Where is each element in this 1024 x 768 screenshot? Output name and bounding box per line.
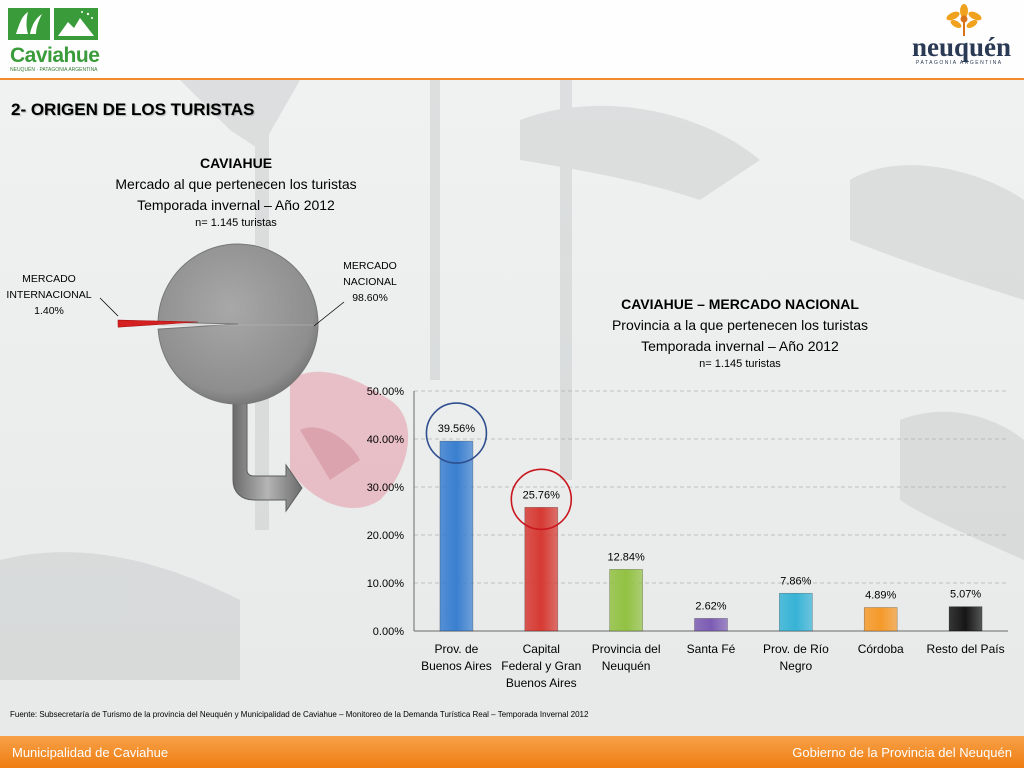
- header-bar: Caviahue NEUQUÉN · PATAGONIA ARGENTINA n…: [0, 0, 1024, 80]
- caviahue-logo-text: Caviahue: [10, 44, 100, 67]
- pie-subtitle-2: Temporada invernal – Año 2012: [137, 197, 335, 213]
- pie-label-international-line2: INTERNACIONAL: [6, 289, 92, 301]
- bar-title-main: CAVIAHUE – MERCADO NACIONAL: [621, 296, 859, 312]
- bar-category-label: Federal y Gran: [501, 659, 581, 673]
- header-divider: [0, 78, 1024, 80]
- bar-value-label: 12.84%: [607, 551, 645, 563]
- caviahue-logo[interactable]: Caviahue NEUQUÉN · PATAGONIA ARGENTINA: [8, 6, 104, 74]
- bar-category-label: Resto del País: [927, 642, 1005, 656]
- bar-6: [948, 606, 983, 632]
- footer-bar: Municipalidad de Caviahue Gobierno de la…: [0, 736, 1024, 768]
- bar-category-label: Buenos Aires: [506, 676, 577, 690]
- bar-category-label: Provincia del: [592, 642, 661, 656]
- bar-4: [779, 592, 813, 632]
- caviahue-logo-subtitle: NEUQUÉN · PATAGONIA ARGENTINA: [10, 67, 98, 73]
- bar-sample-note: n= 1.145 turistas: [699, 358, 781, 370]
- bar-category-label: Santa Fé: [687, 642, 736, 656]
- bar-2: [609, 569, 643, 632]
- bar-ytick-label: 0.00%: [373, 626, 404, 638]
- pie-value-national: 98.60%: [352, 292, 388, 304]
- bar-5: [863, 607, 898, 632]
- bar-ytick-label: 40.00%: [367, 434, 405, 446]
- neuquen-logo[interactable]: neuquén PATAGONIA ARGENTINA: [906, 4, 1022, 76]
- pie-subtitle-1: Mercado al que pertenecen los turistas: [115, 176, 357, 192]
- bar-category-label: Córdoba: [858, 642, 904, 656]
- bar-highlight-circle: [510, 468, 573, 531]
- bar-ytick-label: 50.00%: [367, 386, 405, 398]
- pie-label-national-line1: MERCADO: [343, 260, 397, 272]
- bar-category-label: Buenos Aires: [421, 659, 492, 673]
- bar-value-label: 7.86%: [780, 575, 811, 587]
- pie-sample-note: n= 1.145 turistas: [195, 217, 277, 229]
- bar-category-label: Prov. de: [435, 642, 479, 656]
- pie-value-international: 1.40%: [34, 305, 64, 317]
- pie-label-international-line1: MERCADO: [22, 273, 76, 285]
- bar-chart-title: CAVIAHUE – MERCADO NACIONAL Provincia a …: [590, 294, 890, 372]
- caviahue-emblem-icon: [8, 8, 98, 40]
- bar-ytick-label: 30.00%: [367, 482, 405, 494]
- bar-subtitle-1: Provincia a la que pertenecen los turist…: [611, 317, 869, 333]
- pie-label-national: MERCADO NACIONAL 98.60%: [338, 258, 402, 306]
- bar-1: [524, 507, 559, 632]
- bar-category-label: Capital: [523, 642, 560, 656]
- section-title: 2- ORIGEN DE LOS TURISTAS: [11, 100, 255, 119]
- neuquen-logo-subtitle: PATAGONIA ARGENTINA: [916, 60, 1003, 66]
- neuquen-flower-icon: [946, 4, 982, 36]
- pie-chart-title: CAVIAHUE Mercado al que pertenecen los t…: [100, 153, 372, 231]
- footer-municipality[interactable]: Municipalidad de Caviahue: [12, 745, 169, 760]
- bar-ytick-label: 10.00%: [367, 578, 405, 590]
- bar-value-label: 5.07%: [950, 589, 981, 601]
- bar-subtitle-2: Temporada invernal – Año 2012: [641, 338, 839, 354]
- bar-ytick-label: 20.00%: [367, 530, 405, 542]
- pie-leader-international: [99, 297, 119, 317]
- bar-0: [439, 440, 474, 632]
- footer-government[interactable]: Gobierno de la Provincia del Neuquén: [792, 745, 1012, 760]
- pie-leader-national: [313, 301, 345, 327]
- neuquen-logo-text: neuquén: [912, 32, 1012, 62]
- bar-category-label: Negro: [780, 659, 813, 673]
- bar-category-label: Prov. de Río: [763, 642, 829, 656]
- pie-slice-international: [117, 319, 199, 328]
- bar-highlight-circle: [425, 402, 488, 464]
- bar-3: [694, 618, 728, 632]
- pie-to-bar-arrow: [232, 397, 303, 513]
- bar-value-label: 25.76%: [523, 489, 561, 501]
- bar-value-label: 39.56%: [438, 423, 476, 435]
- source-note: Fuente: Subsecretaría de Turismo de la p…: [10, 710, 589, 719]
- pie-label-international: MERCADO INTERNACIONAL 1.40%: [0, 271, 98, 319]
- bar-category-label: Neuquén: [602, 659, 651, 673]
- bar-value-label: 2.62%: [695, 600, 726, 612]
- bar-value-label: 4.89%: [865, 590, 896, 602]
- pie-label-national-line2: NACIONAL: [343, 276, 397, 288]
- pie-title-main: CAVIAHUE: [199, 155, 273, 171]
